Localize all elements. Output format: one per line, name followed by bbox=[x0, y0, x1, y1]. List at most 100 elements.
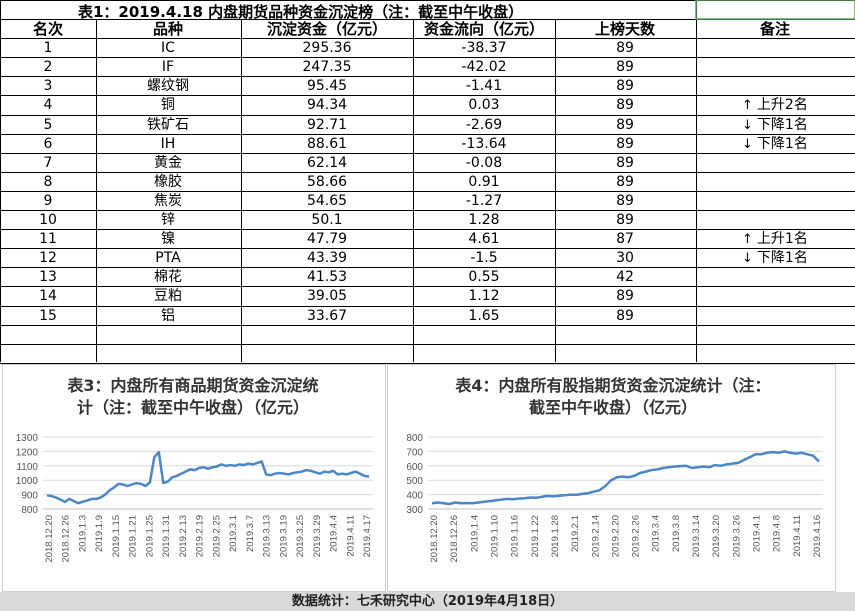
table-cell: 47.79 bbox=[306, 231, 348, 248]
y-tick-label: 1100 bbox=[16, 462, 38, 473]
chart-commodity: 表3：内盘所有商品期货资金沉淀统 计（注：截至中午收盘）（亿元） 800 900 1… bbox=[2, 364, 386, 592]
table-title: 表1：2019.4.18 内盘期货品种资金沉淀榜（注：截至中午收盘） bbox=[78, 3, 524, 21]
x-tick-label: 2019.4.1 bbox=[752, 515, 763, 552]
arrow-down-icon: ↓ bbox=[742, 117, 753, 133]
table-cell: -42.02 bbox=[461, 59, 507, 76]
row-note: ↓ 下降1名 bbox=[742, 135, 808, 154]
table-cell: 5 bbox=[43, 116, 53, 133]
table-cell: 39.05 bbox=[306, 288, 348, 305]
x-tick-label: 2019.2.14 bbox=[590, 515, 601, 557]
table-cell: IF bbox=[161, 59, 175, 76]
table-cell: 247.35 bbox=[302, 59, 352, 76]
table-cell: -1.5 bbox=[470, 250, 498, 267]
row-note-text: 上升1名 bbox=[756, 231, 808, 248]
table-cell: 88.61 bbox=[306, 135, 348, 152]
table-cell: 0.91 bbox=[468, 173, 500, 190]
row-note-text: 下降1名 bbox=[756, 250, 808, 267]
x-tick-label: 2019.3.7 bbox=[245, 515, 256, 552]
table-cell: 54.65 bbox=[306, 192, 348, 209]
row-note-text: 下降1名 bbox=[756, 116, 808, 133]
table-cell: IC bbox=[161, 40, 175, 57]
x-tick-label: 2019.4.17 bbox=[362, 515, 373, 557]
x-tick-label: 2019.2.20 bbox=[610, 515, 621, 557]
x-tick-label: 2019.2.13 bbox=[178, 515, 189, 557]
x-tick-label: 2019.1.4 bbox=[469, 515, 480, 552]
header-5: 备注 bbox=[759, 20, 791, 38]
row-note: ↑ 上升2名 bbox=[742, 96, 808, 115]
table-cell: 89 bbox=[616, 116, 634, 133]
table-cell: 4.61 bbox=[468, 231, 500, 248]
x-tick-label: 2019.1.31 bbox=[161, 515, 172, 557]
table-cell: 89 bbox=[616, 135, 634, 152]
x-tick-label: 2019.4.11 bbox=[792, 515, 803, 557]
x-tick-label: 2019.4.11 bbox=[345, 515, 356, 557]
table-cell: IH bbox=[160, 135, 176, 152]
header-4: 上榜天数 bbox=[594, 20, 656, 38]
table-cell: 62.14 bbox=[306, 154, 348, 171]
chart-commodity-title-2: 计（注：截至中午收盘）（亿元） bbox=[76, 398, 309, 417]
x-tick-label: 2019.1.21 bbox=[128, 515, 139, 557]
x-tick-label: 2019.3.8 bbox=[671, 515, 682, 552]
y-tick-label: 800 bbox=[406, 433, 423, 444]
arrow-down-icon: ↓ bbox=[742, 136, 753, 152]
x-tick-label: 2018.12.26 bbox=[449, 515, 460, 563]
table-cell: 89 bbox=[616, 288, 634, 305]
table-cell: 89 bbox=[616, 192, 634, 209]
arrow-up-icon: ↑ bbox=[742, 232, 753, 248]
table-cell: 13 bbox=[39, 269, 57, 286]
table-cell: 89 bbox=[616, 173, 634, 190]
table-cell: 3 bbox=[43, 78, 53, 95]
table-cell: 0.55 bbox=[468, 269, 500, 286]
table-cell: 7 bbox=[43, 154, 53, 171]
x-tick-label: 2019.2.1 bbox=[570, 515, 581, 552]
x-tick-label: 2019.3.1 bbox=[228, 515, 239, 552]
row-note: ↑ 上升1名 bbox=[742, 230, 808, 249]
table-cell: 10 bbox=[39, 212, 57, 228]
table-cell: 89 bbox=[616, 212, 634, 228]
x-tick-label: 2019.2.25 bbox=[211, 515, 222, 557]
chart-index-plot: 300 400 500 600 700 800 2018.12.20 2018.12.26 20… bbox=[406, 433, 823, 563]
table-cell: 95.45 bbox=[306, 78, 348, 95]
y-tick-label: 800 bbox=[21, 505, 38, 516]
table-cell: 铜 bbox=[161, 97, 175, 114]
chart-index: 表4：内盘所有股指期货资金沉淀统计（注： 截至中午收盘）（亿元） 300 400 5… bbox=[387, 364, 836, 592]
y-tick-label: 1300 bbox=[16, 433, 39, 444]
x-tick-label: 2019.3.4 bbox=[651, 515, 662, 552]
table-cell: -1.41 bbox=[465, 78, 503, 95]
chart-commodity-title-1: 表3：内盘所有商品期货资金沉淀统 bbox=[67, 376, 319, 395]
table-cell: 焦炭 bbox=[154, 192, 182, 209]
table-cell: 89 bbox=[616, 78, 634, 95]
header-3: 资金流向（亿元） bbox=[423, 20, 545, 38]
table-cell: 橡胶 bbox=[154, 173, 182, 190]
table-cell: 棉花 bbox=[154, 269, 182, 286]
table-cell: 1.28 bbox=[468, 212, 500, 228]
y-tick-label: 400 bbox=[406, 491, 423, 502]
y-tick-label: 1200 bbox=[16, 447, 39, 458]
x-tick-label: 2019.2.26 bbox=[631, 515, 642, 557]
table-cell: 92.71 bbox=[306, 116, 348, 133]
table-cell: 8 bbox=[43, 173, 53, 190]
y-tick-label: 500 bbox=[406, 476, 423, 487]
table-cell: 15 bbox=[39, 307, 57, 324]
chart-index-title-1: 表4：内盘所有股指期货资金沉淀统计（注： bbox=[455, 376, 771, 395]
table-cell: 6 bbox=[43, 135, 53, 152]
header-1: 品种 bbox=[152, 20, 184, 38]
table-cell: 43.39 bbox=[306, 250, 348, 267]
x-tick-label: 2019.1.28 bbox=[550, 515, 561, 557]
table-cell: -1.27 bbox=[465, 192, 503, 209]
x-tick-label: 2019.4.8 bbox=[772, 515, 783, 552]
table-cell: 铝 bbox=[161, 307, 175, 324]
y-tick-label: 900 bbox=[21, 491, 38, 502]
x-tick-label: 2019.2.19 bbox=[195, 515, 206, 557]
x-tick-label: 2019.1.9 bbox=[94, 515, 105, 552]
x-tick-label: 2019.1.25 bbox=[144, 515, 155, 557]
x-tick-label: 2019.3.19 bbox=[278, 515, 289, 557]
row-note: ↓ 下降1名 bbox=[742, 249, 808, 268]
header-2: 沉淀资金（亿元） bbox=[266, 20, 388, 38]
chart-index-title-2: 截至中午收盘）（亿元） bbox=[528, 398, 697, 417]
table-cell: 41.53 bbox=[306, 269, 348, 286]
x-tick-label: 2019.3.20 bbox=[711, 515, 722, 557]
arrow-down-icon: ↓ bbox=[742, 251, 753, 267]
table-cell: 89 bbox=[616, 40, 634, 57]
